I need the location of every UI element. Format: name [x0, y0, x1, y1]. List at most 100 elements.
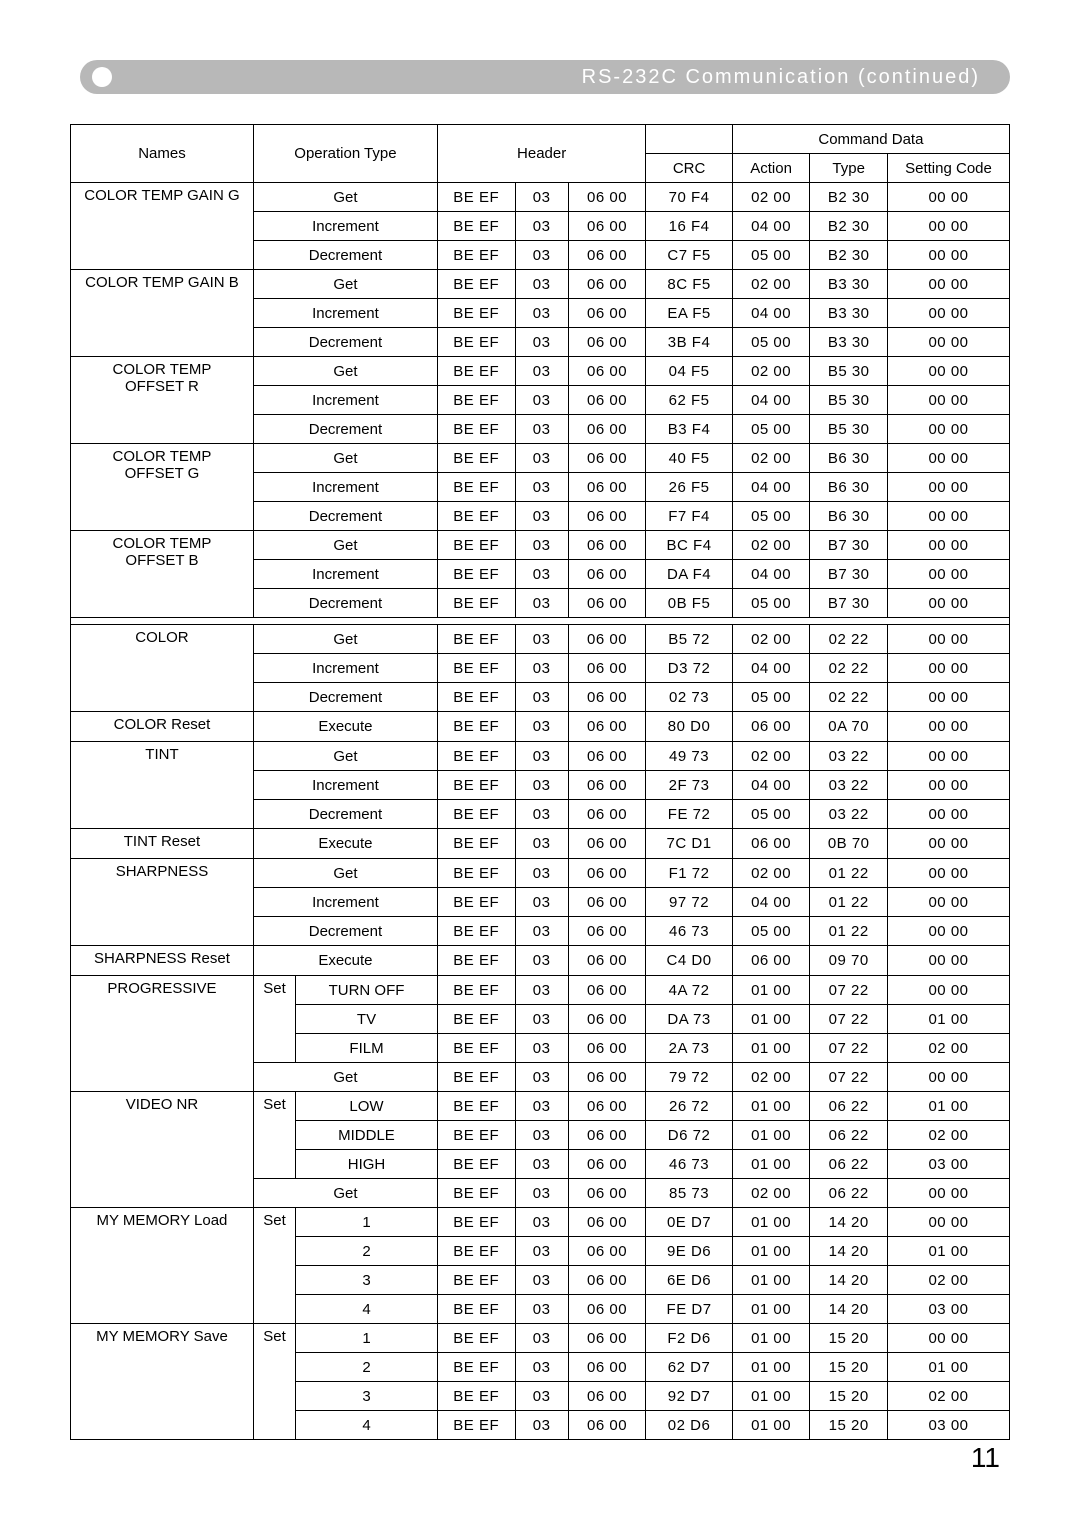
- data-cell: 15 20: [810, 1411, 888, 1440]
- data-cell: 03: [515, 771, 568, 800]
- data-cell: 03 00: [887, 1295, 1009, 1324]
- data-cell: 03: [515, 386, 568, 415]
- data-cell: 00 00: [887, 654, 1009, 683]
- data-cell: 01 00: [732, 1295, 810, 1324]
- data-cell: 06 00: [568, 742, 646, 771]
- data-cell: 06 00: [568, 1324, 646, 1353]
- data-cell: 03: [515, 1121, 568, 1150]
- th-crc: CRC: [646, 154, 732, 183]
- data-cell: 06 00: [732, 946, 810, 976]
- data-cell: BE EF: [437, 625, 515, 654]
- data-cell: BE EF: [437, 1324, 515, 1353]
- name-cell: MY MEMORY Load: [71, 1208, 254, 1324]
- op-cell: Get: [253, 859, 437, 888]
- data-cell: 40 F5: [646, 444, 732, 473]
- data-cell: BC F4: [646, 531, 732, 560]
- data-cell: 03: [515, 712, 568, 742]
- data-cell: 06 00: [568, 976, 646, 1005]
- data-cell: 00 00: [887, 357, 1009, 386]
- data-cell: B7 30: [810, 589, 888, 618]
- data-cell: 03: [515, 1411, 568, 1440]
- data-cell: 03: [515, 531, 568, 560]
- data-cell: 01 00: [732, 1237, 810, 1266]
- op-cell: 1: [296, 1208, 438, 1237]
- data-cell: 00 00: [887, 589, 1009, 618]
- data-cell: 85 73: [646, 1179, 732, 1208]
- data-cell: 70 F4: [646, 183, 732, 212]
- data-cell: B2 30: [810, 212, 888, 241]
- section-title: RS-232C Communication (continued): [582, 60, 980, 94]
- data-cell: 00 00: [887, 212, 1009, 241]
- data-cell: 14 20: [810, 1266, 888, 1295]
- op-cell: 2: [296, 1353, 438, 1382]
- data-cell: 04 00: [732, 560, 810, 589]
- data-cell: 03 22: [810, 771, 888, 800]
- data-cell: 2F 73: [646, 771, 732, 800]
- data-cell: 03: [515, 1266, 568, 1295]
- data-cell: 06 00: [568, 444, 646, 473]
- data-cell: BE EF: [437, 415, 515, 444]
- data-cell: 01 00: [887, 1237, 1009, 1266]
- data-cell: BE EF: [437, 888, 515, 917]
- data-cell: 06 00: [568, 1034, 646, 1063]
- op-set-cell: Set: [253, 1324, 295, 1440]
- op-cell: Increment: [253, 473, 437, 502]
- data-cell: 04 00: [732, 212, 810, 241]
- data-cell: 01 00: [732, 1266, 810, 1295]
- op-cell: Increment: [253, 386, 437, 415]
- th-names: Names: [71, 125, 254, 183]
- name-cell: VIDEO NR: [71, 1092, 254, 1208]
- data-cell: 0B F5: [646, 589, 732, 618]
- data-cell: 06 22: [810, 1092, 888, 1121]
- data-cell: 04 F5: [646, 357, 732, 386]
- op-cell: Get: [253, 270, 437, 299]
- data-cell: 06 00: [568, 946, 646, 976]
- data-cell: 03: [515, 800, 568, 829]
- data-cell: 07 22: [810, 1063, 888, 1092]
- data-cell: 00 00: [887, 560, 1009, 589]
- data-cell: 06 00: [568, 473, 646, 502]
- data-cell: 04 00: [732, 771, 810, 800]
- data-cell: 00 00: [887, 473, 1009, 502]
- data-cell: 06 00: [732, 829, 810, 859]
- data-cell: 03: [515, 299, 568, 328]
- data-cell: 01 00: [732, 1092, 810, 1121]
- data-cell: 06 00: [568, 1005, 646, 1034]
- data-cell: 02 00: [732, 183, 810, 212]
- data-cell: 00 00: [887, 386, 1009, 415]
- data-cell: 00 00: [887, 888, 1009, 917]
- data-cell: 03: [515, 212, 568, 241]
- op-cell: Decrement: [253, 683, 437, 712]
- data-cell: BE EF: [437, 299, 515, 328]
- data-cell: 92 D7: [646, 1382, 732, 1411]
- name-cell: TINT: [71, 742, 254, 829]
- data-cell: 02 00: [732, 270, 810, 299]
- data-cell: B7 30: [810, 531, 888, 560]
- data-cell: 06 00: [568, 829, 646, 859]
- data-cell: BE EF: [437, 473, 515, 502]
- data-cell: B2 30: [810, 183, 888, 212]
- data-cell: 06 00: [568, 415, 646, 444]
- page: RS-232C Communication (continued) Names …: [0, 0, 1080, 1514]
- data-cell: BE EF: [437, 1382, 515, 1411]
- data-cell: 06 00: [568, 1411, 646, 1440]
- data-cell: 06 00: [568, 212, 646, 241]
- data-cell: 01 00: [887, 1353, 1009, 1382]
- data-cell: 01 00: [732, 1005, 810, 1034]
- op-cell: Get: [253, 625, 437, 654]
- data-cell: 8C F5: [646, 270, 732, 299]
- name-cell: COLOR TEMP OFFSET B: [71, 531, 254, 618]
- data-cell: F2 D6: [646, 1324, 732, 1353]
- data-cell: BE EF: [437, 386, 515, 415]
- data-cell: BE EF: [437, 946, 515, 976]
- data-cell: 06 00: [568, 560, 646, 589]
- data-cell: BE EF: [437, 560, 515, 589]
- data-cell: 03: [515, 415, 568, 444]
- data-cell: B7 30: [810, 560, 888, 589]
- data-cell: 14 20: [810, 1295, 888, 1324]
- op-cell: LOW: [296, 1092, 438, 1121]
- table-row: VIDEO NRSetLOWBE EF0306 0026 7201 0006 2…: [71, 1092, 1010, 1121]
- data-cell: 00 00: [887, 976, 1009, 1005]
- data-cell: 00 00: [887, 742, 1009, 771]
- op-cell: TV: [296, 1005, 438, 1034]
